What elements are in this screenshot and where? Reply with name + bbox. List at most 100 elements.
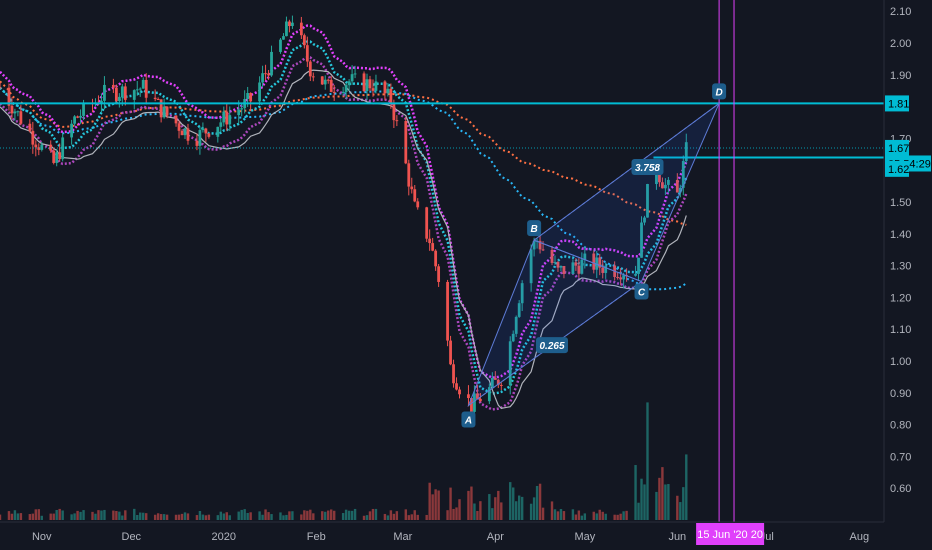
candle-body[interactable] [180,130,184,136]
price-tag[interactable]: 1.62 [885,160,909,177]
candle-body[interactable] [666,179,670,185]
candle-body[interactable] [19,111,23,124]
pattern-point-a[interactable]: A [461,411,476,428]
candle-body[interactable] [374,81,378,91]
candle-body[interactable] [467,394,470,399]
candle-body[interactable] [291,22,294,27]
candle-body[interactable] [135,89,139,91]
candle-body[interactable] [111,84,115,88]
candle-body[interactable] [219,122,223,127]
candle-body[interactable] [681,161,685,188]
candle-body[interactable] [455,383,458,390]
candle-body[interactable] [529,249,533,284]
candle-body[interactable] [153,97,157,99]
xabcd-pattern[interactable]: A B C D 0.265 3.758 [461,83,727,428]
candle-body[interactable] [216,126,220,137]
candle-body[interactable] [165,106,169,116]
candle-body[interactable] [311,76,315,78]
candle-body[interactable] [389,88,393,104]
candle-body[interactable] [341,91,345,93]
candle-body[interactable] [123,86,127,100]
candle-body[interactable] [237,109,241,116]
candle-body[interactable] [655,174,658,185]
candle-body[interactable] [258,82,261,102]
candle-body[interactable] [634,273,637,276]
candle-body[interactable] [138,88,142,90]
candle-body[interactable] [353,73,357,75]
candle-body[interactable] [559,265,563,268]
candle-body[interactable] [267,73,270,76]
candle-body[interactable] [574,262,578,266]
candle-body[interactable] [132,90,136,100]
candle-body[interactable] [452,364,455,384]
candle-body[interactable] [577,265,581,274]
candle-body[interactable] [601,267,605,273]
candle-body[interactable] [159,99,163,118]
candle-body[interactable] [31,130,35,145]
candle-body[interactable] [508,341,512,386]
candle-body[interactable] [458,389,461,395]
candle-body[interactable] [425,207,429,239]
candle-body[interactable] [288,21,291,27]
candle-body[interactable] [663,184,667,189]
candle-body[interactable] [52,150,56,163]
candle-body[interactable] [646,184,649,218]
candle-body[interactable] [511,333,515,342]
candle-body[interactable] [204,128,208,134]
candle-body[interactable] [76,116,79,118]
candle-body[interactable] [499,384,503,386]
pattern-point-b[interactable]: B [527,220,542,237]
candle-body[interactable] [362,73,366,92]
candle-body[interactable] [538,240,542,250]
candle-body[interactable] [16,111,20,113]
candle-body[interactable] [678,187,682,193]
candle-body[interactable] [592,253,596,270]
candle-body[interactable] [58,152,62,160]
candle-body[interactable] [661,182,664,189]
candle-body[interactable] [246,93,250,99]
price-axis[interactable]: 2.102.001.901.701.501.401.301.201.101.00… [890,6,911,495]
candle-body[interactable] [261,73,264,83]
candle-body[interactable] [532,241,536,250]
candle-body[interactable] [117,96,121,102]
candle-body[interactable] [40,144,44,150]
candle-body[interactable] [305,45,309,62]
pattern-point-d[interactable]: D [712,83,727,100]
candle-body[interactable] [329,79,333,92]
candle-body[interactable] [622,275,626,280]
candle-body[interactable] [0,87,2,89]
candle-body[interactable] [562,265,566,274]
candle-body[interactable] [37,147,41,150]
candle-body[interactable] [28,123,32,131]
candle-body[interactable] [207,133,211,137]
candle-body[interactable] [595,257,599,270]
pattern-ratio-label[interactable]: 3.758 [631,159,664,176]
candle-body[interactable] [556,262,560,268]
candle-body[interactable] [282,36,285,40]
candle-body[interactable] [100,100,103,104]
candle-body[interactable] [186,128,190,141]
candle-body[interactable] [640,222,643,258]
candle-body[interactable] [493,377,497,380]
candle-body[interactable] [619,277,623,280]
candle-body[interactable] [473,393,476,412]
candle-body[interactable] [392,103,396,121]
candle-body[interactable] [490,377,494,388]
candle-body[interactable] [416,201,420,208]
candle-body[interactable] [550,250,554,263]
candle-body[interactable] [10,105,14,114]
candle-body[interactable] [285,21,288,37]
candle-body[interactable] [675,179,679,193]
candle-body[interactable] [279,39,282,52]
candle-body[interactable] [371,88,375,91]
candle-body[interactable] [79,115,82,118]
candle-body[interactable] [350,74,354,82]
candle-body[interactable] [395,120,399,122]
candle-body[interactable] [7,87,11,106]
candle-body[interactable] [407,163,411,187]
candle-body[interactable] [332,91,336,93]
candle-body[interactable] [195,140,199,146]
